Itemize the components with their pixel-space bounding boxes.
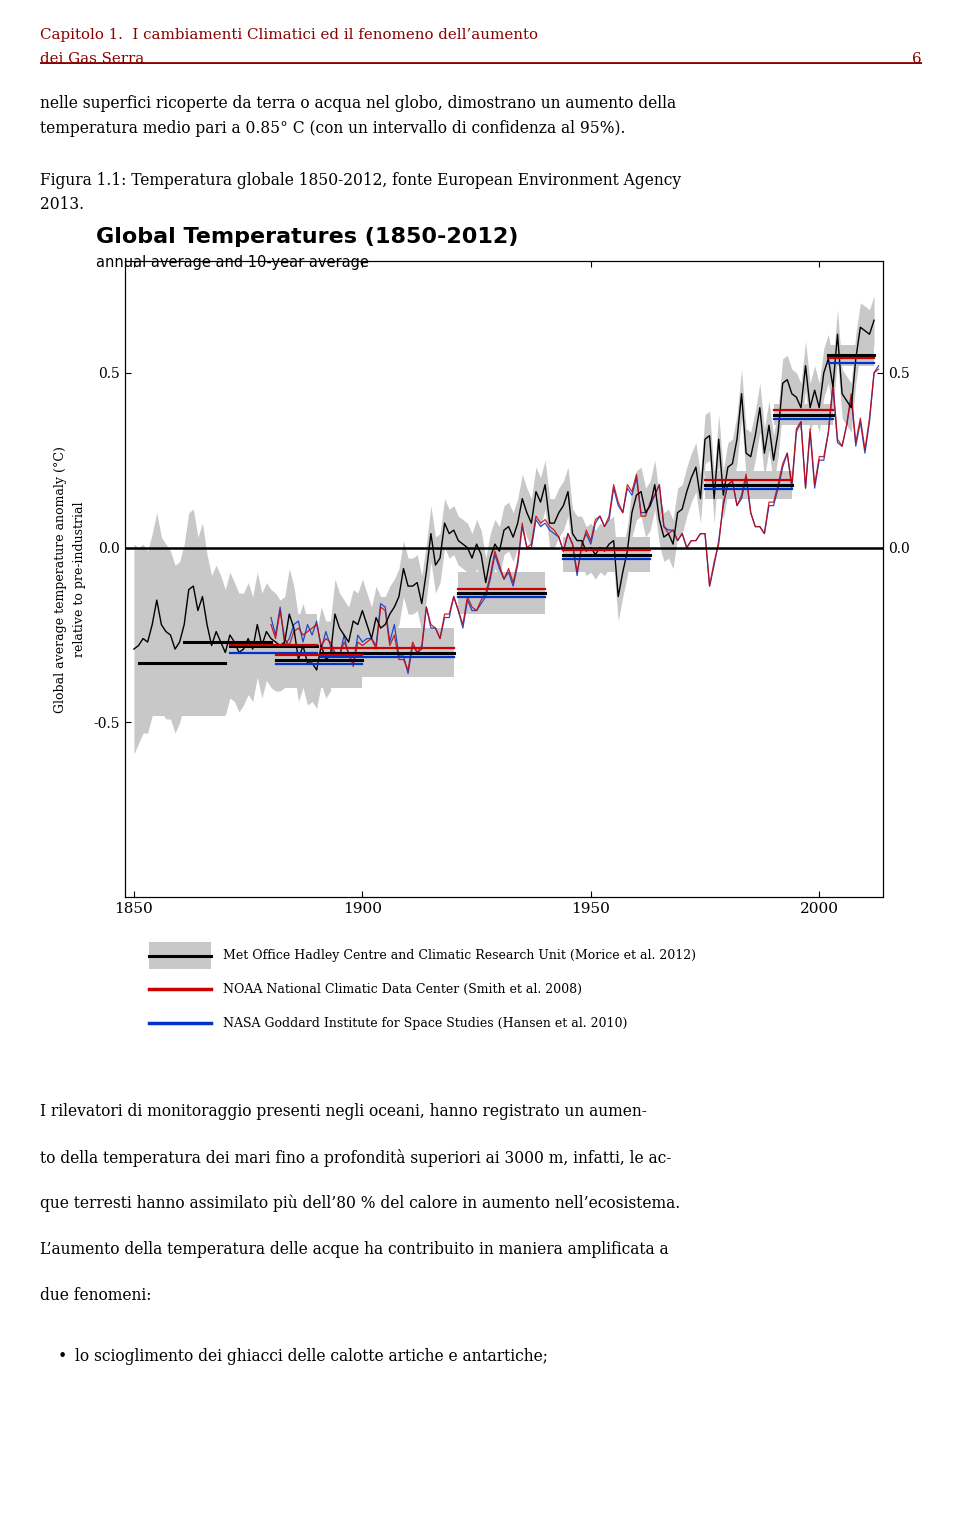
- Text: que terresti hanno assimilato più dell’80 % del calore in aumento nell’ecosistem: que terresti hanno assimilato più dell’8…: [40, 1195, 681, 1212]
- Text: nelle superfici ricoperte da terra o acqua nel globo, dimostrano un aumento dell: nelle superfici ricoperte da terra o acq…: [40, 95, 677, 112]
- Bar: [276, 632, 362, 687]
- Bar: [774, 403, 833, 425]
- Text: NOAA National Climatic Data Center (Smith et al. 2008): NOAA National Climatic Data Center (Smit…: [223, 983, 582, 996]
- Text: temperatura medio pari a 0.85° C (con un intervallo di confidenza al 95%).: temperatura medio pari a 0.85° C (con un…: [40, 120, 626, 137]
- Text: Global Temperatures (1850-2012): Global Temperatures (1850-2012): [96, 227, 518, 247]
- Text: Met Office Hadley Centre and Climatic Research Unit (Morice et al. 2012): Met Office Hadley Centre and Climatic Re…: [223, 950, 696, 962]
- Bar: [229, 614, 317, 676]
- Bar: [564, 537, 650, 572]
- Text: I rilevatori di monitoraggio presenti negli oceani, hanno registrato un aumen-: I rilevatori di monitoraggio presenti ne…: [40, 1103, 647, 1120]
- Text: due fenomeni:: due fenomeni:: [40, 1287, 152, 1304]
- Text: Figura 1.1: Temperatura globale 1850-2012, fonte European Environment Agency: Figura 1.1: Temperatura globale 1850-201…: [40, 172, 682, 189]
- Bar: [322, 627, 454, 676]
- Bar: [828, 345, 874, 365]
- Bar: [705, 471, 792, 499]
- Text: 6: 6: [912, 52, 922, 66]
- Text: NASA Goddard Institute for Space Studies (Hansen et al. 2010): NASA Goddard Institute for Space Studies…: [223, 1017, 627, 1029]
- Bar: [184, 607, 271, 676]
- Text: Capitolo 1.  I cambiamenti Climatici ed il fenomeno dell’aumento: Capitolo 1. I cambiamenti Climatici ed i…: [40, 28, 539, 41]
- Text: 2013.: 2013.: [40, 196, 84, 213]
- Text: annual average and 10-year average: annual average and 10-year average: [96, 255, 369, 270]
- Text: to della temperatura dei mari fino a profondità superiori ai 3000 m, infatti, le: to della temperatura dei mari fino a pro…: [40, 1149, 672, 1167]
- Text: dei Gas Serra: dei Gas Serra: [40, 52, 145, 66]
- Text: • lo scioglimento dei ghiacci delle calotte artiche e antartiche;: • lo scioglimento dei ghiacci delle calo…: [58, 1348, 547, 1365]
- Text: L’aumento della temperatura delle acque ha contribuito in maniera amplificata a: L’aumento della temperatura delle acque …: [40, 1241, 669, 1258]
- Y-axis label: Global average temperature anomaly (°C)
relative to pre-industrial: Global average temperature anomaly (°C) …: [55, 446, 86, 712]
- Bar: [138, 611, 226, 715]
- Bar: [458, 572, 545, 614]
